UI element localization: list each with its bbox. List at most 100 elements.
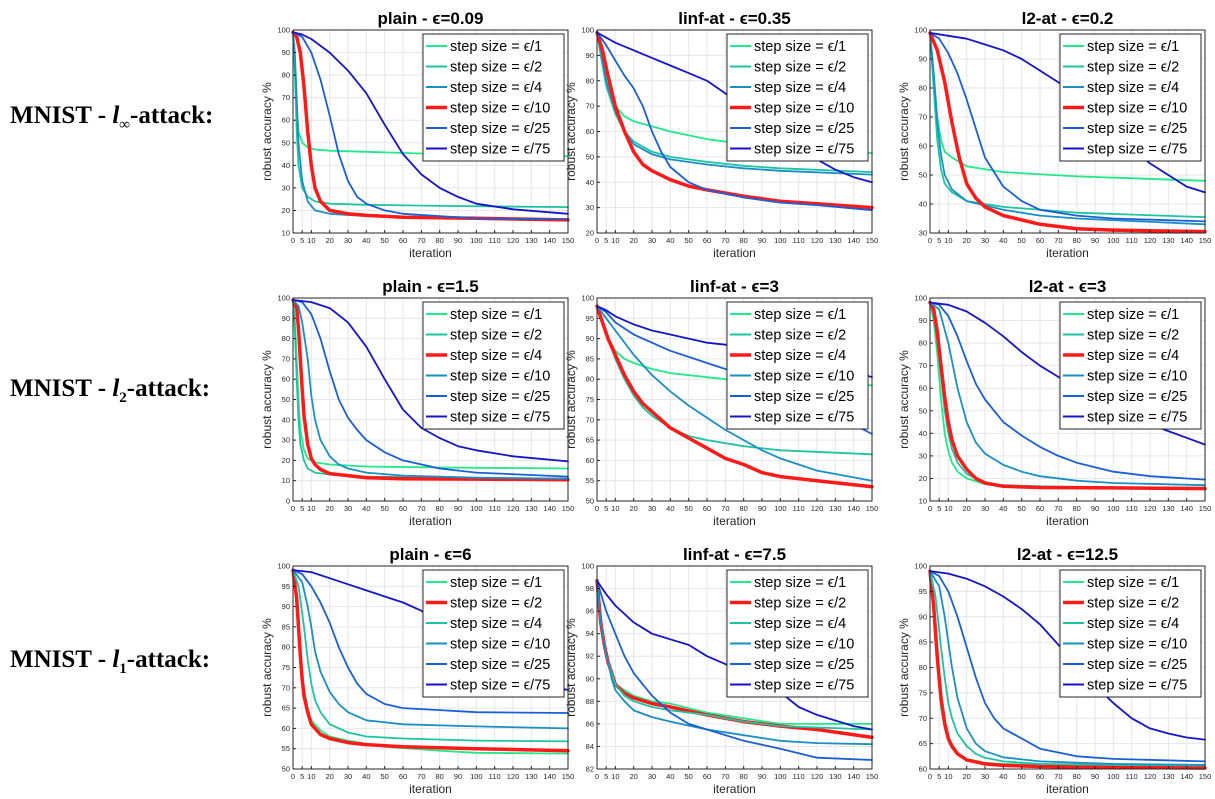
x-tick-label: 110 xyxy=(489,504,501,513)
x-tick-label: 0 xyxy=(595,236,599,245)
series-line-5 xyxy=(292,299,569,478)
legend-label: step size = ϵ/10 xyxy=(754,369,854,385)
y-tick-label: 90 xyxy=(282,314,290,323)
legend-box xyxy=(726,301,869,430)
x-tick-label: 90 xyxy=(758,772,766,781)
x-tick-label: 150 xyxy=(1199,772,1212,781)
x-tick-label: 130 xyxy=(525,504,538,513)
legend-label: step size = ϵ/4 xyxy=(754,616,846,632)
y-tick-label: 95 xyxy=(586,314,594,323)
y-tick-label: 100 xyxy=(277,562,290,571)
legend-label: step size = ϵ/1 xyxy=(450,307,542,323)
y-tick-label: 50 xyxy=(282,395,290,404)
y-tick-label: 70 xyxy=(586,415,594,424)
legend-label: step size = ϵ/25 xyxy=(450,657,550,673)
x-tick-label: 140 xyxy=(847,236,860,245)
x-tick-label: 140 xyxy=(1180,236,1193,245)
legend: step size = ϵ/1 step size = ϵ/2 step size … xyxy=(422,569,565,698)
x-axis-label: iteration xyxy=(409,246,452,260)
row-labels: MNIST - l∞-attack: MNIST - l2-attack: MN… xyxy=(10,102,213,677)
legend-label: step size = ϵ/25 xyxy=(754,389,854,405)
x-tick-label: 130 xyxy=(1162,504,1175,513)
x-tick-label: 70 xyxy=(721,236,729,245)
legend-label: step size = ϵ/75 xyxy=(1087,678,1187,694)
x-tick-label: 5 xyxy=(937,236,941,245)
chart-panel-6: 0 5 10 20 30 40 50 60 70 80 90 100 110 120 130 140 15010… xyxy=(897,277,1211,528)
legend: step size = ϵ/1 step size = ϵ/2 step size … xyxy=(1059,33,1202,162)
legend-label: step size = ϵ/25 xyxy=(1087,121,1187,137)
y-tick-label: 50 xyxy=(282,138,290,147)
series-line-3 xyxy=(929,570,1206,767)
x-tick-label: 50 xyxy=(380,772,388,781)
y-tick-label: 70 xyxy=(919,361,927,370)
x-tick-label: 50 xyxy=(684,772,692,781)
x-axis-label: iteration xyxy=(713,782,756,796)
y-tick-label: 20 xyxy=(586,229,594,238)
series-line-4 xyxy=(292,569,569,730)
y-tick-label: 94 xyxy=(586,629,594,638)
x-tick-label: 150 xyxy=(866,236,879,245)
x-tick-label: 5 xyxy=(937,772,941,781)
legend-label: step size = ϵ/4 xyxy=(754,348,846,364)
series-line-4 xyxy=(291,30,570,222)
x-tick-label: 60 xyxy=(399,236,407,245)
series-line-2 xyxy=(292,31,569,209)
y-tick-label: 60 xyxy=(919,765,927,774)
charts-grid: 0 5 10 20 30 40 50 60 70 80 90 100 110 120 130 140 15010… xyxy=(260,9,1211,796)
x-tick-label: 50 xyxy=(684,504,692,513)
series-line-3 xyxy=(596,31,873,176)
y-tick-label: 65 xyxy=(919,739,927,748)
x-tick-label: 30 xyxy=(648,504,656,513)
series-line-4 xyxy=(929,570,1206,766)
x-tick-label: 20 xyxy=(325,504,333,513)
series-line-6 xyxy=(596,579,873,731)
x-tick-label: 110 xyxy=(1126,772,1138,781)
x-axis-label: iteration xyxy=(1046,782,1089,796)
y-tick-label: 100 xyxy=(914,294,927,303)
legend-label: step size = ϵ/1 xyxy=(754,307,846,323)
series-line-5 xyxy=(292,31,569,221)
x-tick-label: 120 xyxy=(507,772,520,781)
series-line-5 xyxy=(929,32,1206,223)
x-tick-label: 90 xyxy=(454,236,462,245)
legend-label: step size = ϵ/10 xyxy=(450,101,550,117)
y-axis-label: robust accuracy % xyxy=(564,618,578,717)
legend-label: step size = ϵ/1 xyxy=(450,575,542,591)
x-tick-label: 140 xyxy=(847,772,860,781)
legend-label: step size = ϵ/4 xyxy=(754,80,846,96)
y-tick-label: 20 xyxy=(282,206,290,215)
x-tick-label: 70 xyxy=(1054,772,1062,781)
series-line-5 xyxy=(929,301,1206,481)
y-tick-label: 10 xyxy=(282,476,290,485)
y-tick-label: 50 xyxy=(282,765,290,774)
x-tick-label: 120 xyxy=(811,772,824,781)
y-tick-label: 85 xyxy=(919,638,927,647)
axes-box xyxy=(292,29,569,234)
series-line-2 xyxy=(291,568,570,753)
x-tick-label: 50 xyxy=(380,504,388,513)
x-tick-label: 20 xyxy=(962,504,970,513)
legend-label: step size = ϵ/75 xyxy=(754,410,854,426)
y-tick-label: 100 xyxy=(581,294,594,303)
x-tick-label: 140 xyxy=(847,504,860,513)
legend: step size = ϵ/1 step size = ϵ/2 step size … xyxy=(726,569,869,698)
x-tick-label: 120 xyxy=(811,504,824,513)
y-tick-label: 75 xyxy=(919,688,927,697)
x-tick-label: 5 xyxy=(300,236,304,245)
x-tick-label: 120 xyxy=(507,236,520,245)
x-tick-label: 140 xyxy=(543,772,556,781)
y-tick-label: 70 xyxy=(282,354,290,363)
x-tick-label: 80 xyxy=(1072,772,1080,781)
y-tick-label: 92 xyxy=(586,652,594,661)
legend: step size = ϵ/1 step size = ϵ/2 step size … xyxy=(1059,569,1202,698)
y-tick-label: 95 xyxy=(919,587,927,596)
x-tick-label: 30 xyxy=(344,772,352,781)
x-axis-label: iteration xyxy=(409,514,452,528)
x-tick-label: 20 xyxy=(629,236,637,245)
legend-label: step size = ϵ/2 xyxy=(450,60,542,76)
y-tick-label: 100 xyxy=(277,26,290,35)
x-tick-label: 100 xyxy=(1107,236,1120,245)
y-tick-label: 100 xyxy=(581,26,594,35)
y-tick-label: 60 xyxy=(919,142,927,151)
x-tick-label: 70 xyxy=(417,504,425,513)
